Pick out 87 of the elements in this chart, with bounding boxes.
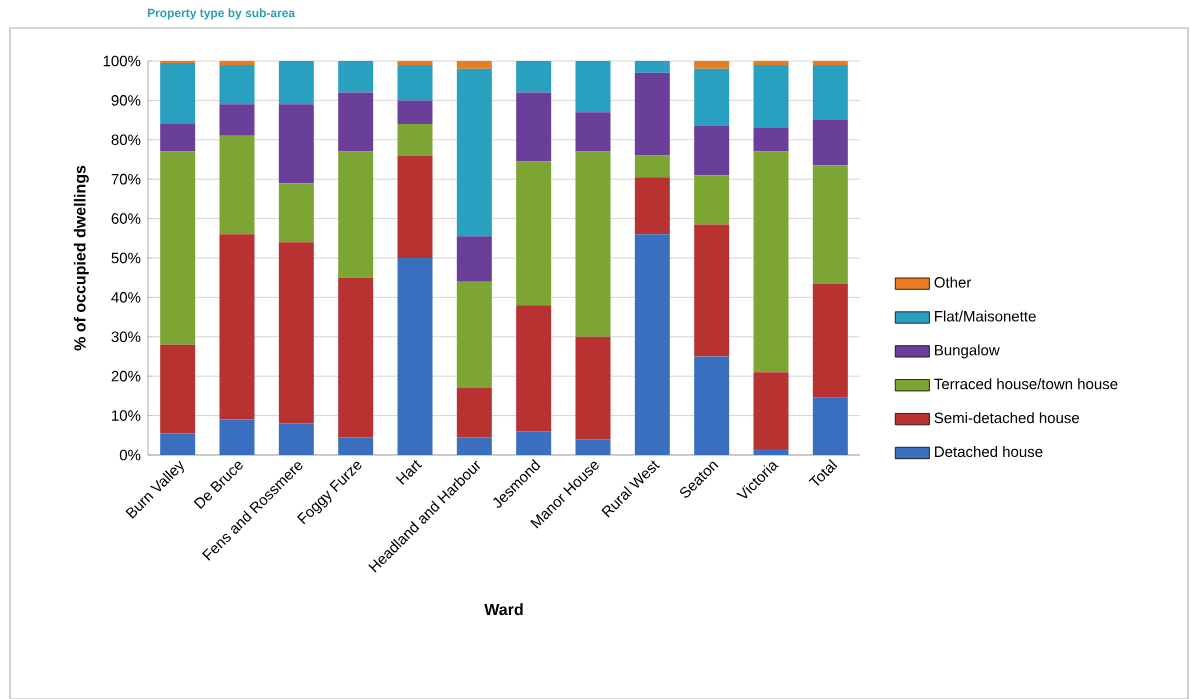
bar [694,125,730,176]
bar [575,60,611,113]
bar [278,60,314,105]
y-tick-label: 0% [119,449,141,461]
chart-title: Property type by sub-area [147,8,296,20]
bar [753,60,789,65]
y-tick-label: 70% [111,173,141,185]
legend-label: Other [934,276,972,288]
bar [694,356,730,455]
bar [634,155,670,178]
bar [456,281,492,389]
bar [575,151,611,337]
bar [634,177,670,235]
bar [456,388,492,438]
bar [516,305,552,432]
bar [516,161,552,306]
bar [397,124,433,156]
bar [634,60,670,73]
bar [278,104,314,184]
bar [278,423,314,455]
bar [516,431,552,455]
bar [338,92,374,152]
bar [812,283,848,398]
bar [160,124,196,152]
y-axis-title: % of occupied dwellings [73,165,89,351]
bar [219,234,255,420]
bar [338,437,374,455]
bar [575,439,611,455]
bar [694,60,730,69]
bar [753,372,789,450]
bar [219,60,255,65]
bar [456,60,492,69]
bar [397,257,433,455]
bar [219,419,255,455]
legend-label: Detached house [935,446,1043,458]
bar [812,64,848,121]
bar [694,68,730,126]
bar [219,64,255,105]
bar [160,151,196,345]
bar [516,92,552,162]
legend-label: Semi-detached house [934,412,1080,424]
bar [753,127,789,152]
y-tick-label: 60% [111,213,141,224]
y-tick-label: 50% [111,252,141,264]
bar [456,68,492,237]
bar [753,151,789,373]
y-tick-label: 80% [111,134,141,146]
bar [516,60,552,93]
bar [160,433,196,455]
bar [753,64,789,128]
y-tick-label: 90% [111,95,141,106]
bar [812,120,848,166]
y-tick-label: 40% [111,292,141,303]
x-tick-label: Hart [395,460,423,485]
bar [397,60,433,65]
y-tick-label: 100% [103,55,141,67]
y-tick-label: 30% [111,331,141,343]
legend-label: Terraced house/town house [934,378,1118,390]
bar [694,224,730,357]
bar [812,60,848,65]
bar [634,234,670,455]
bar [219,135,255,235]
bar [634,72,670,156]
bar [812,165,848,284]
bar [456,437,492,455]
bar [338,151,374,278]
bar [456,236,492,282]
bar [278,242,314,424]
bar [219,104,255,136]
bar [753,449,789,455]
x-axis-title: Ward [484,603,523,616]
legend-label: Flat/Maisonette [935,310,1036,322]
bar [338,277,374,438]
bar [160,344,196,434]
bar [575,112,611,152]
bar [397,155,433,258]
bar [338,60,374,93]
y-tick-label: 10% [112,410,141,421]
legend-label: Bungalow [935,344,1000,359]
bar [812,397,848,455]
bar [575,336,611,440]
bar [160,62,196,125]
bar [397,64,433,101]
bar [694,175,730,225]
bar [397,100,433,125]
bar [278,183,314,243]
y-tick-label: 20% [111,370,141,382]
